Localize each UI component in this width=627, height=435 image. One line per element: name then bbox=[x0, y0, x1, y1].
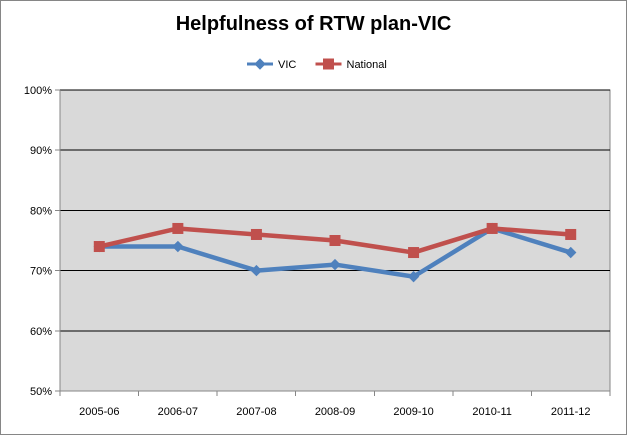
y-tick-label: 80% bbox=[30, 205, 52, 217]
legend-marker-vic bbox=[254, 58, 266, 70]
x-tick-label: 2011-12 bbox=[551, 406, 591, 418]
data-point-national bbox=[172, 222, 184, 234]
data-point-vic bbox=[407, 270, 420, 283]
y-tick-label: 50% bbox=[30, 386, 52, 398]
y-tick-label: 70% bbox=[30, 266, 52, 278]
data-point-national bbox=[486, 222, 498, 234]
data-point-national bbox=[329, 235, 341, 246]
x-tick-label: 2009-10 bbox=[393, 406, 433, 418]
data-point-national bbox=[93, 241, 105, 253]
data-point-national bbox=[408, 247, 420, 259]
x-tick-label: 2005-06 bbox=[79, 406, 119, 418]
data-point-national bbox=[565, 228, 577, 240]
legend-marker-national bbox=[323, 58, 334, 70]
legend-label-national: National bbox=[347, 59, 387, 71]
data-point-vic bbox=[172, 240, 184, 253]
x-tick-label: 2010-11 bbox=[472, 406, 512, 418]
data-point-vic bbox=[329, 258, 341, 271]
chart-title: Helpfulness of RTW plan-VIC bbox=[175, 13, 452, 35]
data-point-vic bbox=[250, 264, 263, 277]
x-tick-label: 2008-09 bbox=[315, 406, 355, 418]
x-tick-label: 2007-08 bbox=[236, 406, 276, 418]
x-tick-label: 2006-07 bbox=[158, 406, 198, 418]
y-tick-label: 60% bbox=[30, 326, 52, 338]
data-point-national bbox=[250, 228, 262, 240]
y-tick-label: 100% bbox=[24, 85, 52, 97]
y-tick-label: 90% bbox=[30, 145, 52, 157]
legend-label-vic: VIC bbox=[278, 59, 296, 71]
data-point-vic bbox=[565, 246, 577, 259]
